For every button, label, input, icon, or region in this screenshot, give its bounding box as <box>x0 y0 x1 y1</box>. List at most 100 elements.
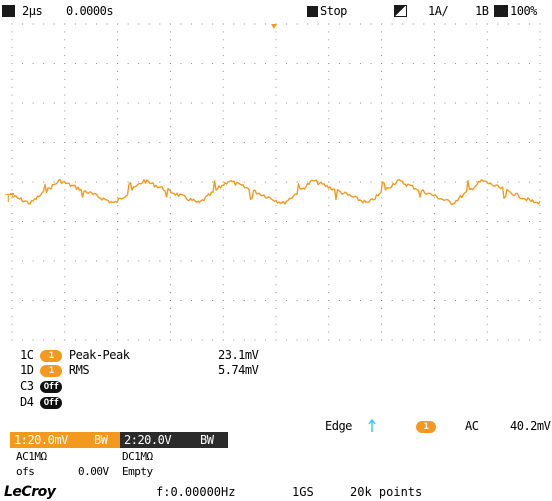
trigger-level[interactable]: 1A/ <box>428 4 449 18</box>
channel1-coupling[interactable]: AC1MΩ <box>16 450 47 463</box>
grid-dot <box>433 292 435 294</box>
waveform-display[interactable]: T <box>0 22 552 342</box>
stop-label[interactable]: Stop <box>320 4 347 18</box>
grid-dot <box>307 142 309 143</box>
grid-dot <box>106 63 108 64</box>
grid-dot <box>433 197 435 199</box>
grid-dot <box>222 260 224 262</box>
grid-dot <box>275 189 277 191</box>
grid-dot <box>212 339 214 341</box>
grid-dot <box>444 23 446 25</box>
stop-icon[interactable] <box>307 6 318 17</box>
grid-dot <box>201 221 203 222</box>
grid-dot <box>159 102 161 104</box>
grid-dot <box>11 31 13 33</box>
grid-dot <box>212 181 214 183</box>
grid-dot <box>286 23 288 25</box>
measurement-row-4[interactable]: D4 Off <box>20 394 63 410</box>
grid-dot <box>212 23 214 25</box>
channel1-scale-box[interactable]: 1:20.0mV BW <box>10 432 120 448</box>
grid-dot <box>423 181 425 183</box>
grid-dot <box>391 260 393 262</box>
measurement-row-3[interactable]: C3 Off <box>20 378 63 394</box>
grid-dot <box>444 181 446 183</box>
grid-dot <box>64 70 66 72</box>
trigger-coupling[interactable]: AC <box>465 419 479 433</box>
graticule <box>11 23 541 341</box>
grid-dot <box>74 339 76 341</box>
grid-dot <box>317 63 319 64</box>
trigger-type[interactable]: Edge <box>325 419 352 433</box>
channel1-offset-value[interactable]: 0.00V <box>78 465 109 478</box>
grid-dot <box>148 221 150 222</box>
grid-dot <box>169 181 171 183</box>
measurement-row-1[interactable]: 1C 1 Peak-Peak <box>20 347 130 363</box>
grid-dot <box>528 260 530 262</box>
zoom-label[interactable]: 1B <box>475 4 489 18</box>
grid-dot <box>64 276 66 278</box>
channel2-scale-box[interactable]: 2:20.0V BW <box>120 432 228 448</box>
grid-dot <box>117 31 119 33</box>
grid-dot <box>222 23 224 25</box>
grid-dot <box>381 244 383 246</box>
record-length[interactable]: 20k points <box>350 485 423 499</box>
sample-rate[interactable]: 1GS <box>292 485 314 499</box>
grid-dot <box>117 205 119 207</box>
timebase[interactable]: 2μs <box>22 4 43 18</box>
grid-dot <box>328 181 330 183</box>
grid-dot <box>476 102 478 104</box>
grid-dot <box>518 142 520 143</box>
trigger-level-value[interactable]: 40.2mV <box>510 419 551 433</box>
grid-dot <box>307 102 309 104</box>
grid-dot <box>486 31 488 33</box>
grid-dot <box>433 126 435 128</box>
grid-dot <box>433 205 435 207</box>
grid-dot <box>444 221 446 222</box>
grid-dot <box>423 102 425 104</box>
trigger-channel[interactable]: 1 <box>416 418 436 434</box>
grid-dot <box>169 134 171 136</box>
grid-dot <box>539 23 541 25</box>
grid-dot <box>222 94 224 96</box>
acquisition-icon[interactable] <box>2 5 15 17</box>
grid-dot <box>201 63 203 64</box>
grid-dot <box>117 47 119 49</box>
grid-dot <box>85 260 87 262</box>
grid-dot <box>117 39 119 41</box>
zoom-percent[interactable]: 100% <box>510 4 537 18</box>
grid-dot <box>307 23 309 25</box>
grid-dot <box>11 221 13 222</box>
trigger-level-marker[interactable]: T <box>5 192 12 205</box>
grid-dot <box>486 23 488 25</box>
grid-dot <box>402 260 404 262</box>
trigger-position-marker[interactable] <box>271 24 277 29</box>
channel2-scale: 2:20.0V <box>124 433 172 447</box>
grid-dot <box>243 102 245 104</box>
grid-dot <box>127 260 129 262</box>
grid-dot <box>349 181 351 183</box>
grid-dot <box>349 300 351 301</box>
channel1-trace <box>11 178 541 206</box>
grid-dot <box>275 173 277 175</box>
grid-dot <box>222 55 224 57</box>
grid-dot <box>11 110 13 112</box>
grid-dot <box>328 134 330 136</box>
grid-dot <box>275 307 277 309</box>
grid-dot <box>497 221 499 222</box>
channel2-coupling[interactable]: DC1MΩ <box>122 450 153 463</box>
grid-dot <box>64 157 66 159</box>
grid-dot <box>433 149 435 151</box>
grid-dot <box>381 331 383 333</box>
grid-dot <box>328 78 330 80</box>
delay-value[interactable]: 0.0000s <box>66 4 114 18</box>
grid-dot <box>381 134 383 136</box>
grid-dot <box>169 315 171 317</box>
grid-dot <box>486 213 488 215</box>
grid-dot <box>222 228 224 230</box>
zoom-icon[interactable] <box>494 5 508 17</box>
grid-dot <box>74 63 76 64</box>
grid-dot <box>465 339 467 341</box>
measurement-row-2[interactable]: 1D 1 RMS <box>20 362 90 378</box>
grid-dot <box>486 315 488 317</box>
trigger-slope-icon[interactable] <box>394 5 407 17</box>
